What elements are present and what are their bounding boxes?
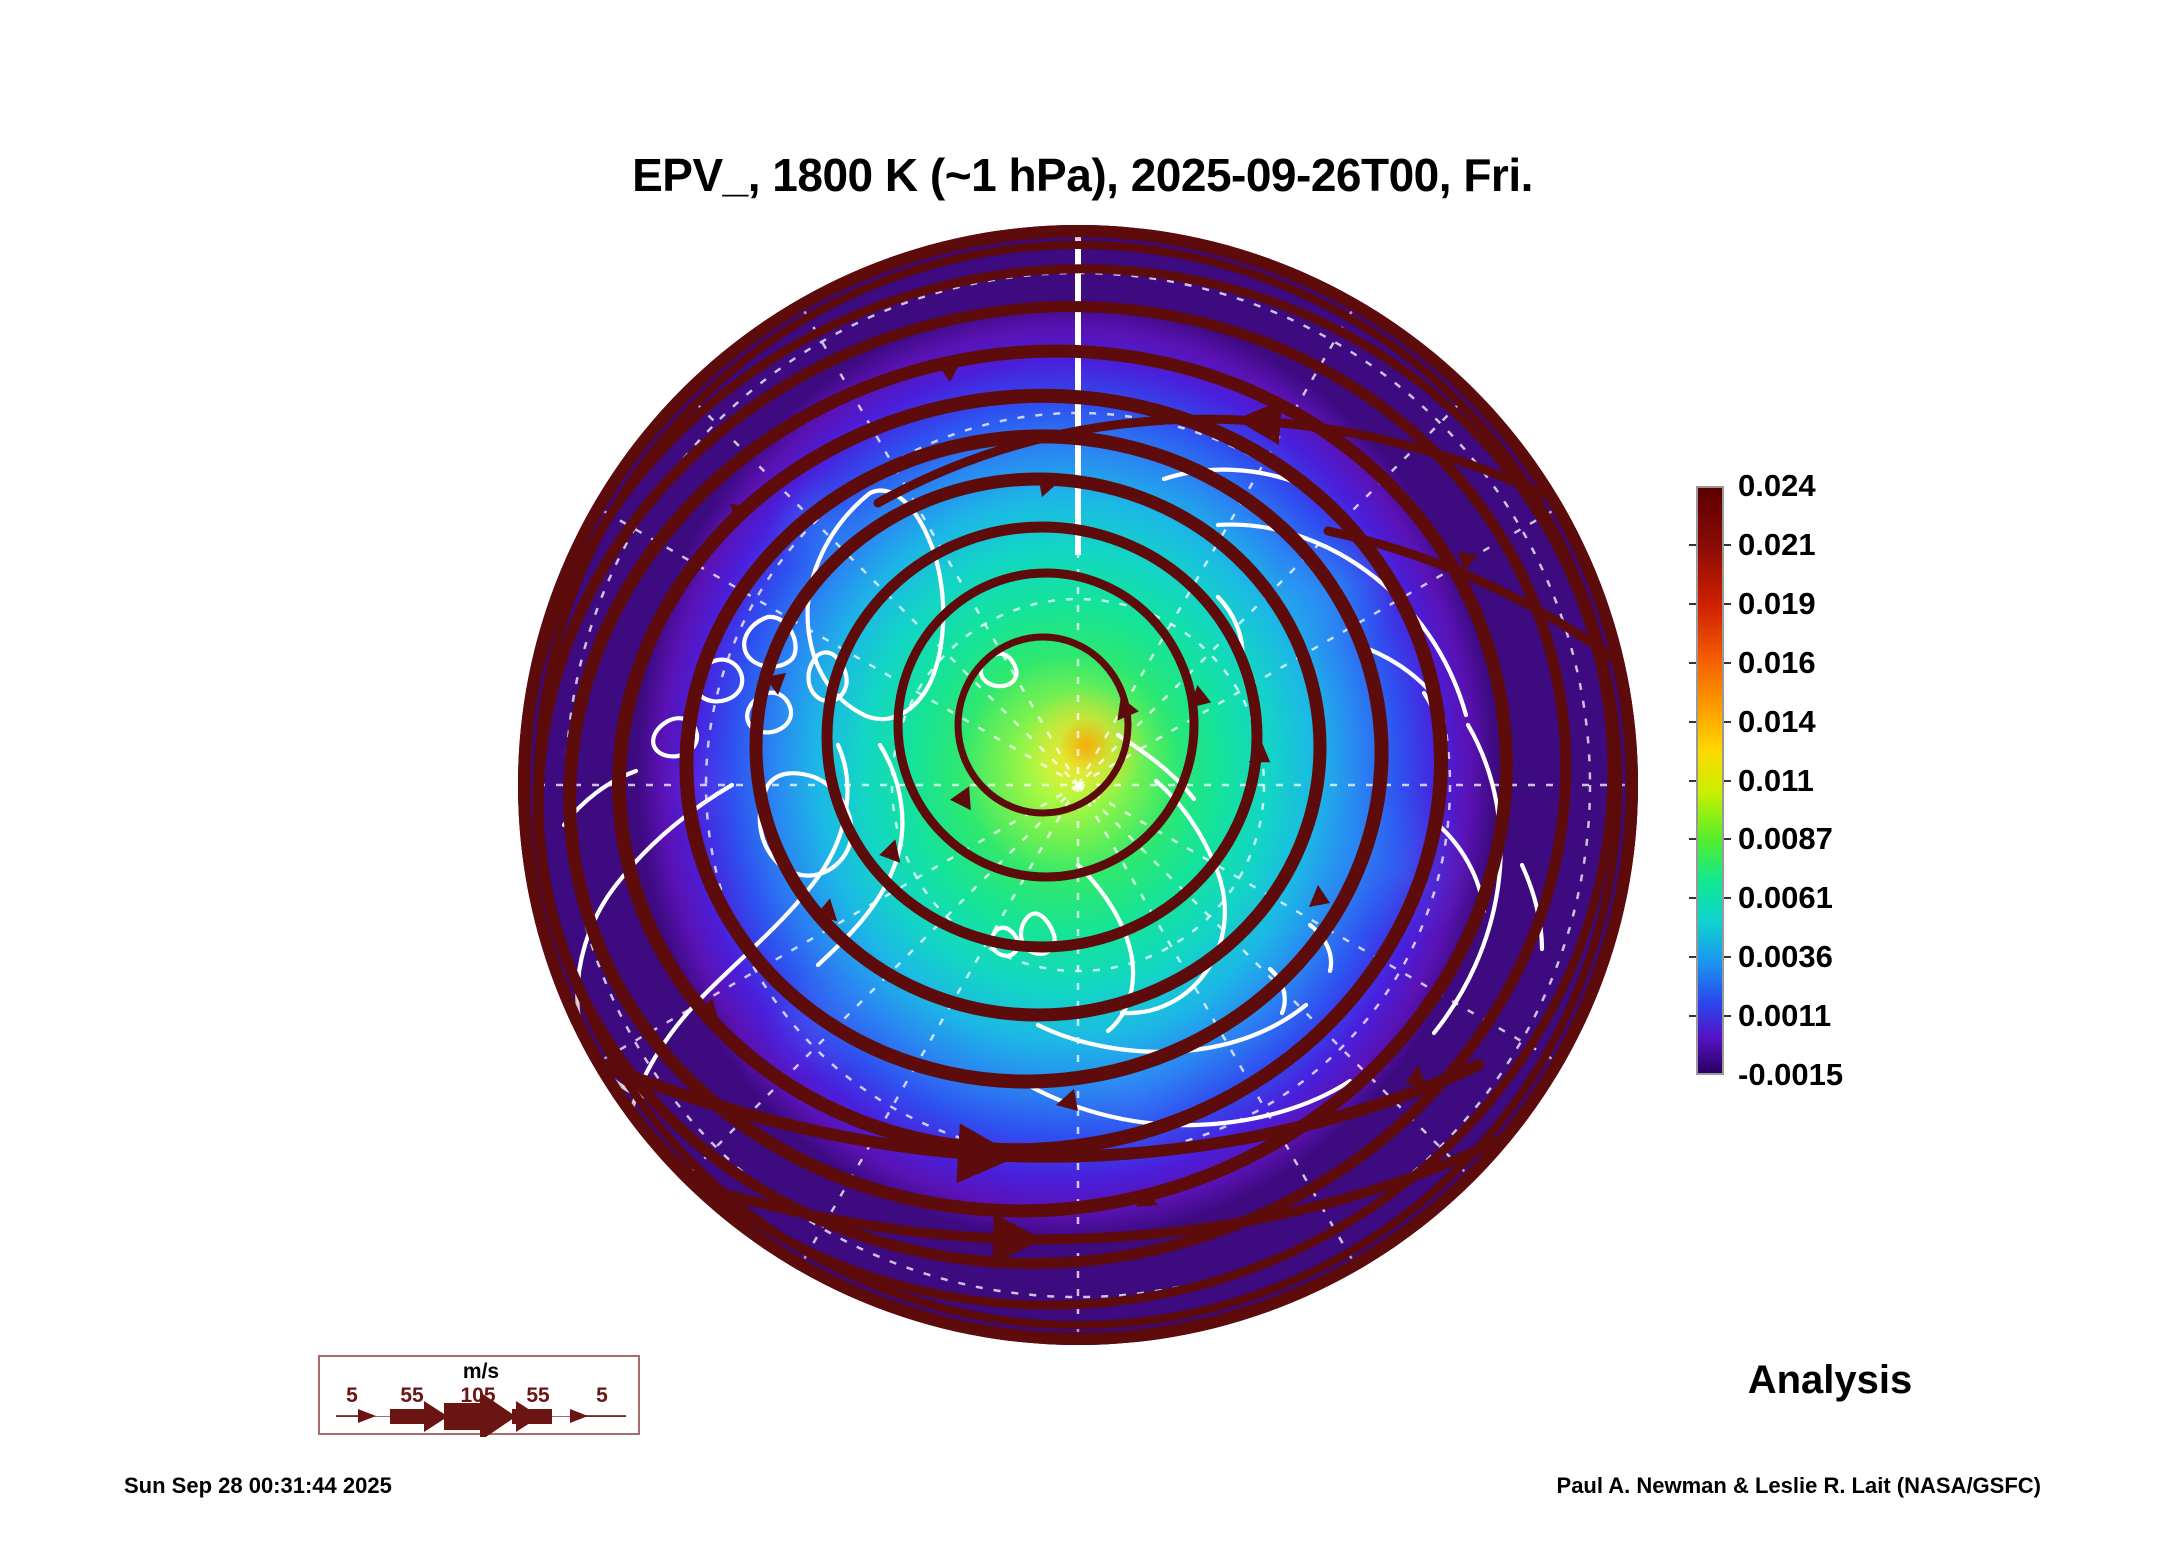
colorbar-tick-label: 0.011 — [1738, 762, 1814, 798]
wind-units-label: m/s — [462, 1360, 500, 1383]
polar-map — [518, 225, 1638, 1345]
colorbar-tick — [1689, 838, 1696, 841]
colorbar-tick-label: 0.019 — [1738, 585, 1816, 621]
colorbar-tick-label: 0.016 — [1738, 644, 1816, 680]
colorbar-tick — [1724, 779, 1731, 782]
render-timestamp: Sun Sep 28 00:31:44 2025 — [124, 1473, 392, 1498]
colorbar-tick-label: 0.0011 — [1738, 998, 1832, 1034]
wind-arrow-glyphs — [336, 1392, 626, 1437]
colorbar-tick-label: 0.0061 — [1738, 880, 1833, 916]
colorbar-tick — [1689, 956, 1696, 959]
colorbar-tick — [1689, 602, 1696, 605]
colorbar-tick — [1689, 720, 1696, 723]
colorbar-tick — [1724, 720, 1731, 723]
map-overlays — [520, 227, 1636, 1343]
streamline-arrowheads — [698, 363, 1478, 1207]
colorbar-tick — [1689, 661, 1696, 664]
colorbar-tick — [1724, 956, 1731, 959]
colorbar-tick — [1689, 543, 1696, 546]
colorbar-tick — [1724, 897, 1731, 900]
colorbar-tick-label: -0.0015 — [1738, 1057, 1844, 1092]
wind-speed-value: 55 — [526, 1384, 550, 1407]
colorbar-tick — [1724, 543, 1731, 546]
colorbar-tick — [1689, 897, 1696, 900]
colorbar-tick — [1724, 838, 1731, 841]
analysis-label: Analysis — [1747, 1358, 1913, 1402]
colorbar-tick — [1724, 1015, 1731, 1018]
colorbar-tick-label: 0.0087 — [1738, 821, 1833, 857]
colorbar-tick-label: 0.0036 — [1738, 939, 1833, 975]
colorbar-tick-label: 0.024 — [1738, 468, 1816, 503]
colorbar-tick — [1689, 1015, 1696, 1018]
colorbar-tick-label: 0.021 — [1738, 526, 1816, 562]
wind-speed-value: 5 — [346, 1384, 358, 1407]
author-credits: Paul A. Newman & Leslie R. Lait (NASA/GS… — [1556, 1473, 2041, 1498]
colorbar-tick-label: 0.014 — [1738, 703, 1816, 739]
colorbar-tick — [1689, 779, 1696, 782]
page-title: EPV_, 1800 K (~1 hPa), 2025-09-26T00, Fr… — [632, 149, 1533, 201]
colorbar: 0.024 0.021 0.019 0.016 0.014 0.011 0.0087 0.00… — [1689, 468, 1843, 1092]
colorbar-tick — [1724, 602, 1731, 605]
wind-speed-value: 105 — [460, 1384, 496, 1407]
wind-streamlines — [520, 231, 1636, 1339]
wind-speed-value: 55 — [400, 1384, 424, 1407]
wind-speed-value: 5 — [596, 1384, 608, 1407]
wind-speed-legend: m/s 5 55 105 55 5 — [318, 1355, 640, 1437]
colorbar-gradient — [1696, 486, 1724, 1075]
colorbar-tick — [1724, 661, 1731, 664]
